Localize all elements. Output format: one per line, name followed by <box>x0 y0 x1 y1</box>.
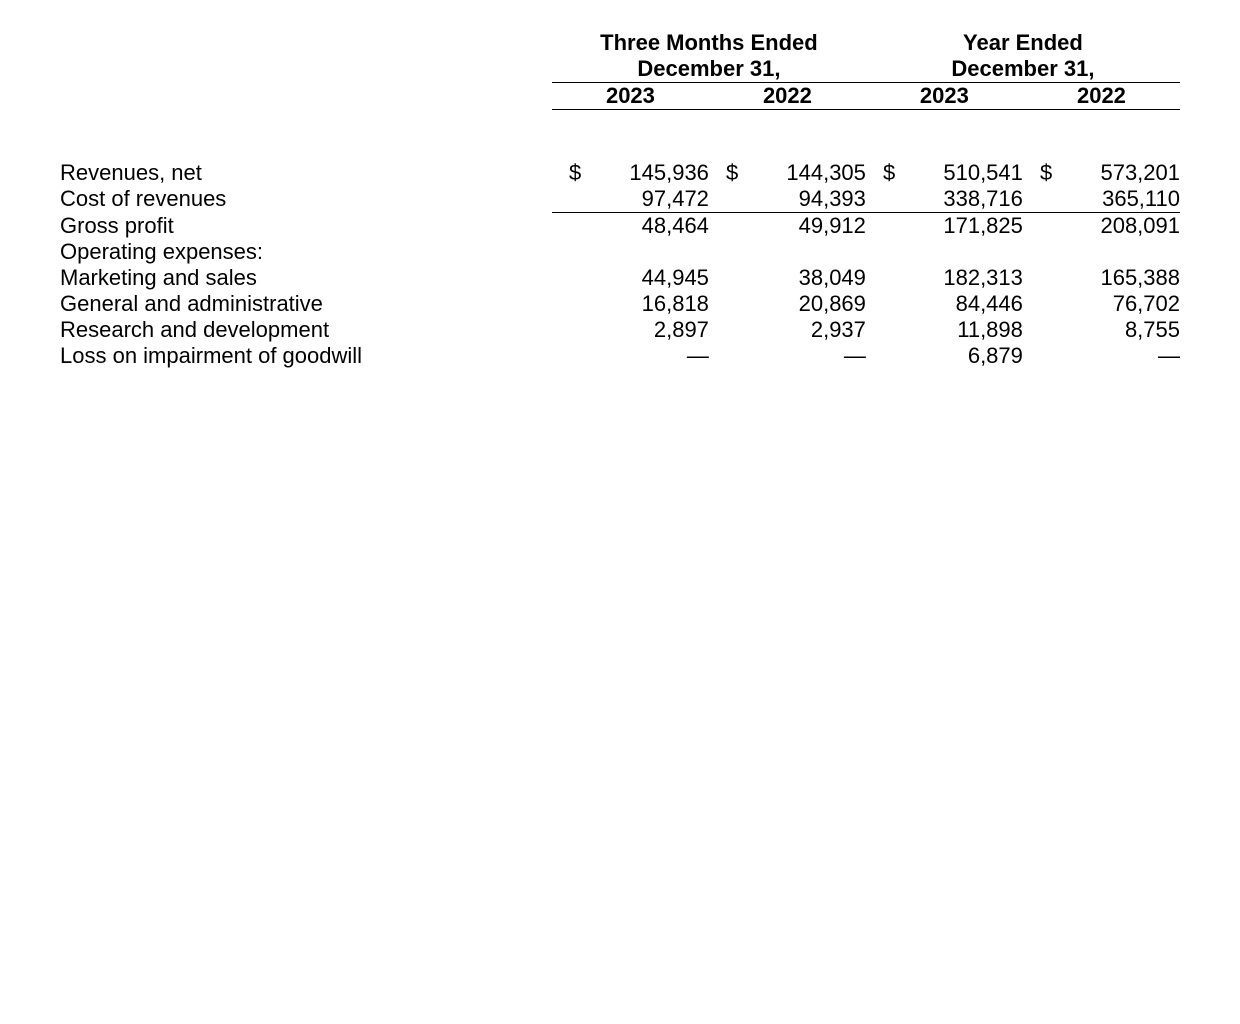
header-bottom-rule <box>60 110 1180 160</box>
currency-symbol <box>866 343 895 369</box>
currency-symbol <box>552 265 581 291</box>
currency-symbol <box>866 317 895 343</box>
currency-symbol <box>1023 239 1052 265</box>
cell-value: 84,446 <box>895 291 1023 317</box>
currency-symbol <box>1023 343 1052 369</box>
currency-symbol: $ <box>709 160 738 186</box>
cell-value: 38,049 <box>738 265 866 291</box>
year-col-1: 2023 <box>552 83 709 110</box>
cell-value: 510,541 <box>895 160 1023 186</box>
row-label: Operating expenses: <box>60 239 552 265</box>
cell-value: 365,110 <box>1052 186 1180 213</box>
cell-value <box>895 239 1023 265</box>
cell-value <box>1052 239 1180 265</box>
cell-value: 573,201 <box>1052 160 1180 186</box>
row-label: Revenues, net <box>60 160 552 186</box>
currency-symbol <box>709 213 738 239</box>
currency-symbol <box>1023 317 1052 343</box>
cell-value: 2,897 <box>581 317 709 343</box>
table-row: Gross profit 48,464 49,912 171,825 208,091 <box>60 213 1180 239</box>
period-title-1: Three Months Ended <box>552 30 866 56</box>
currency-symbol <box>866 239 895 265</box>
currency-symbol <box>1023 186 1052 213</box>
currency-symbol <box>866 186 895 213</box>
cell-value: 20,869 <box>738 291 866 317</box>
cell-value: 97,472 <box>581 186 709 213</box>
financial-table-page: Three Months Ended Year Ended December 3… <box>0 0 1240 399</box>
currency-symbol <box>552 317 581 343</box>
currency-symbol <box>552 239 581 265</box>
currency-symbol <box>866 213 895 239</box>
currency-symbol <box>709 317 738 343</box>
header-row-periods: Three Months Ended Year Ended <box>60 30 1180 56</box>
currency-symbol <box>552 343 581 369</box>
cell-value: 94,393 <box>738 186 866 213</box>
row-label: Research and development <box>60 317 552 343</box>
currency-symbol: $ <box>552 160 581 186</box>
year-col-2: 2022 <box>709 83 866 110</box>
table-row: General and administrative 16,818 20,869 84… <box>60 291 1180 317</box>
cell-value: 6,879 <box>895 343 1023 369</box>
currency-symbol <box>866 265 895 291</box>
currency-symbol <box>552 213 581 239</box>
header-row-years: 2023 2022 2023 2022 <box>60 83 1180 110</box>
currency-symbol: $ <box>1023 160 1052 186</box>
table-row: Loss on impairment of goodwill — — 6,879 — <box>60 343 1180 369</box>
currency-symbol <box>866 291 895 317</box>
year-col-3: 2023 <box>866 83 1023 110</box>
cell-value: 16,818 <box>581 291 709 317</box>
cell-value: 145,936 <box>581 160 709 186</box>
currency-symbol <box>709 343 738 369</box>
cell-value: — <box>1052 343 1180 369</box>
currency-symbol <box>552 291 581 317</box>
financial-table: Three Months Ended Year Ended December 3… <box>60 30 1180 369</box>
table-row: Operating expenses: <box>60 239 1180 265</box>
table-row: Cost of revenues 97,472 94,393 338,716 365,1… <box>60 186 1180 213</box>
row-label: Gross profit <box>60 213 552 239</box>
cell-value: 338,716 <box>895 186 1023 213</box>
currency-symbol <box>709 186 738 213</box>
header-row-dates: December 31, December 31, <box>60 56 1180 83</box>
cell-value: 2,937 <box>738 317 866 343</box>
row-label: Loss on impairment of goodwill <box>60 343 552 369</box>
cell-value: — <box>581 343 709 369</box>
row-label: Marketing and sales <box>60 265 552 291</box>
period-date-1: December 31, <box>552 56 866 83</box>
cell-value <box>738 239 866 265</box>
currency-symbol <box>709 291 738 317</box>
period-date-2: December 31, <box>866 56 1180 83</box>
currency-symbol <box>709 265 738 291</box>
period-title-2: Year Ended <box>866 30 1180 56</box>
financial-table-body: Revenues, net$145,936$144,305$510,541$57… <box>60 160 1180 369</box>
table-row: Marketing and sales 44,945 38,049 182,313 16… <box>60 265 1180 291</box>
currency-symbol: $ <box>866 160 895 186</box>
cell-value: 171,825 <box>895 213 1023 239</box>
cell-value: 182,313 <box>895 265 1023 291</box>
cell-value: 165,388 <box>1052 265 1180 291</box>
cell-value: 48,464 <box>581 213 709 239</box>
cell-value: 49,912 <box>738 213 866 239</box>
cell-value: 144,305 <box>738 160 866 186</box>
cell-value <box>581 239 709 265</box>
row-label: Cost of revenues <box>60 186 552 213</box>
currency-symbol <box>1023 265 1052 291</box>
year-col-4: 2022 <box>1023 83 1180 110</box>
currency-symbol <box>552 186 581 213</box>
table-row: Research and development 2,897 2,937 11,898… <box>60 317 1180 343</box>
currency-symbol <box>1023 213 1052 239</box>
currency-symbol <box>709 239 738 265</box>
currency-symbol <box>1023 291 1052 317</box>
row-label: General and administrative <box>60 291 552 317</box>
cell-value: 208,091 <box>1052 213 1180 239</box>
cell-value: 76,702 <box>1052 291 1180 317</box>
cell-value: 8,755 <box>1052 317 1180 343</box>
cell-value: 11,898 <box>895 317 1023 343</box>
cell-value: — <box>738 343 866 369</box>
table-row: Revenues, net$145,936$144,305$510,541$57… <box>60 160 1180 186</box>
cell-value: 44,945 <box>581 265 709 291</box>
